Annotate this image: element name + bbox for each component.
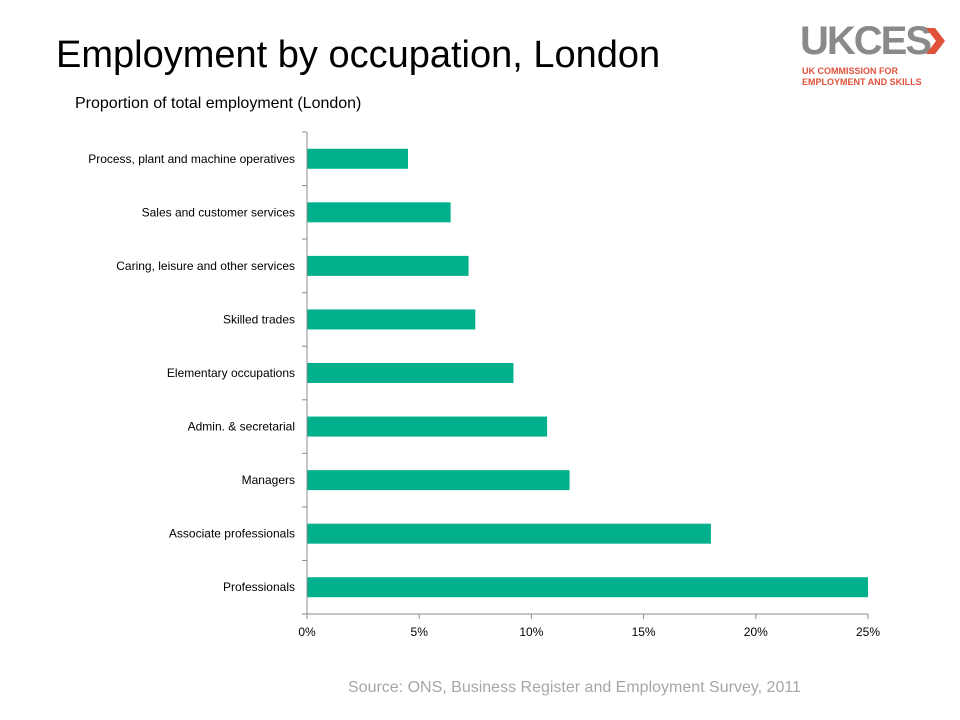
- x-tick-label: 10%: [519, 625, 543, 639]
- category-label: Professionals: [223, 580, 295, 594]
- bar: [307, 523, 711, 544]
- logo-wordmark: UKCES: [800, 19, 932, 63]
- bar: [307, 470, 570, 491]
- category-label: Sales and customer services: [142, 205, 295, 219]
- x-tick-label: 20%: [744, 625, 768, 639]
- logo-subtitle-line1: UK COMMISSION FOR: [802, 66, 898, 76]
- category-label: Caring, leisure and other services: [116, 259, 295, 273]
- bar: [307, 255, 469, 276]
- category-label: Associate professionals: [169, 527, 295, 541]
- bar: [307, 577, 868, 598]
- page-title: Employment by occupation, London: [56, 34, 661, 76]
- ukces-logo: UKCES UK COMMISSION FOR EMPLOYMENT AND S…: [800, 18, 950, 88]
- bar: [307, 148, 408, 169]
- bar: [307, 416, 548, 437]
- x-tick-label: 5%: [411, 625, 429, 639]
- logo-subtitle: UK COMMISSION FOR EMPLOYMENT AND SKILLS: [802, 66, 922, 88]
- bar: [307, 202, 451, 223]
- category-label: Skilled trades: [223, 312, 295, 326]
- category-label: Process, plant and machine operatives: [88, 152, 295, 166]
- logo-subtitle-line2: EMPLOYMENT AND SKILLS: [802, 77, 922, 87]
- bar: [307, 309, 476, 330]
- category-label: Managers: [242, 473, 295, 487]
- category-label: Admin. & secretarial: [188, 420, 295, 434]
- chart-title: Proportion of total employment (London): [75, 95, 362, 112]
- chevron-right-icon: [926, 28, 945, 54]
- bar: [307, 363, 514, 383]
- source-note: Source: ONS, Business Register and Emplo…: [348, 679, 801, 696]
- category-label: Elementary occupations: [167, 366, 295, 380]
- x-tick-label: 15%: [632, 625, 656, 639]
- x-tick-label: 0%: [298, 625, 316, 639]
- plot-area: Process, plant and machine operatives Sal…: [88, 131, 880, 639]
- x-tick-label: 25%: [856, 625, 880, 639]
